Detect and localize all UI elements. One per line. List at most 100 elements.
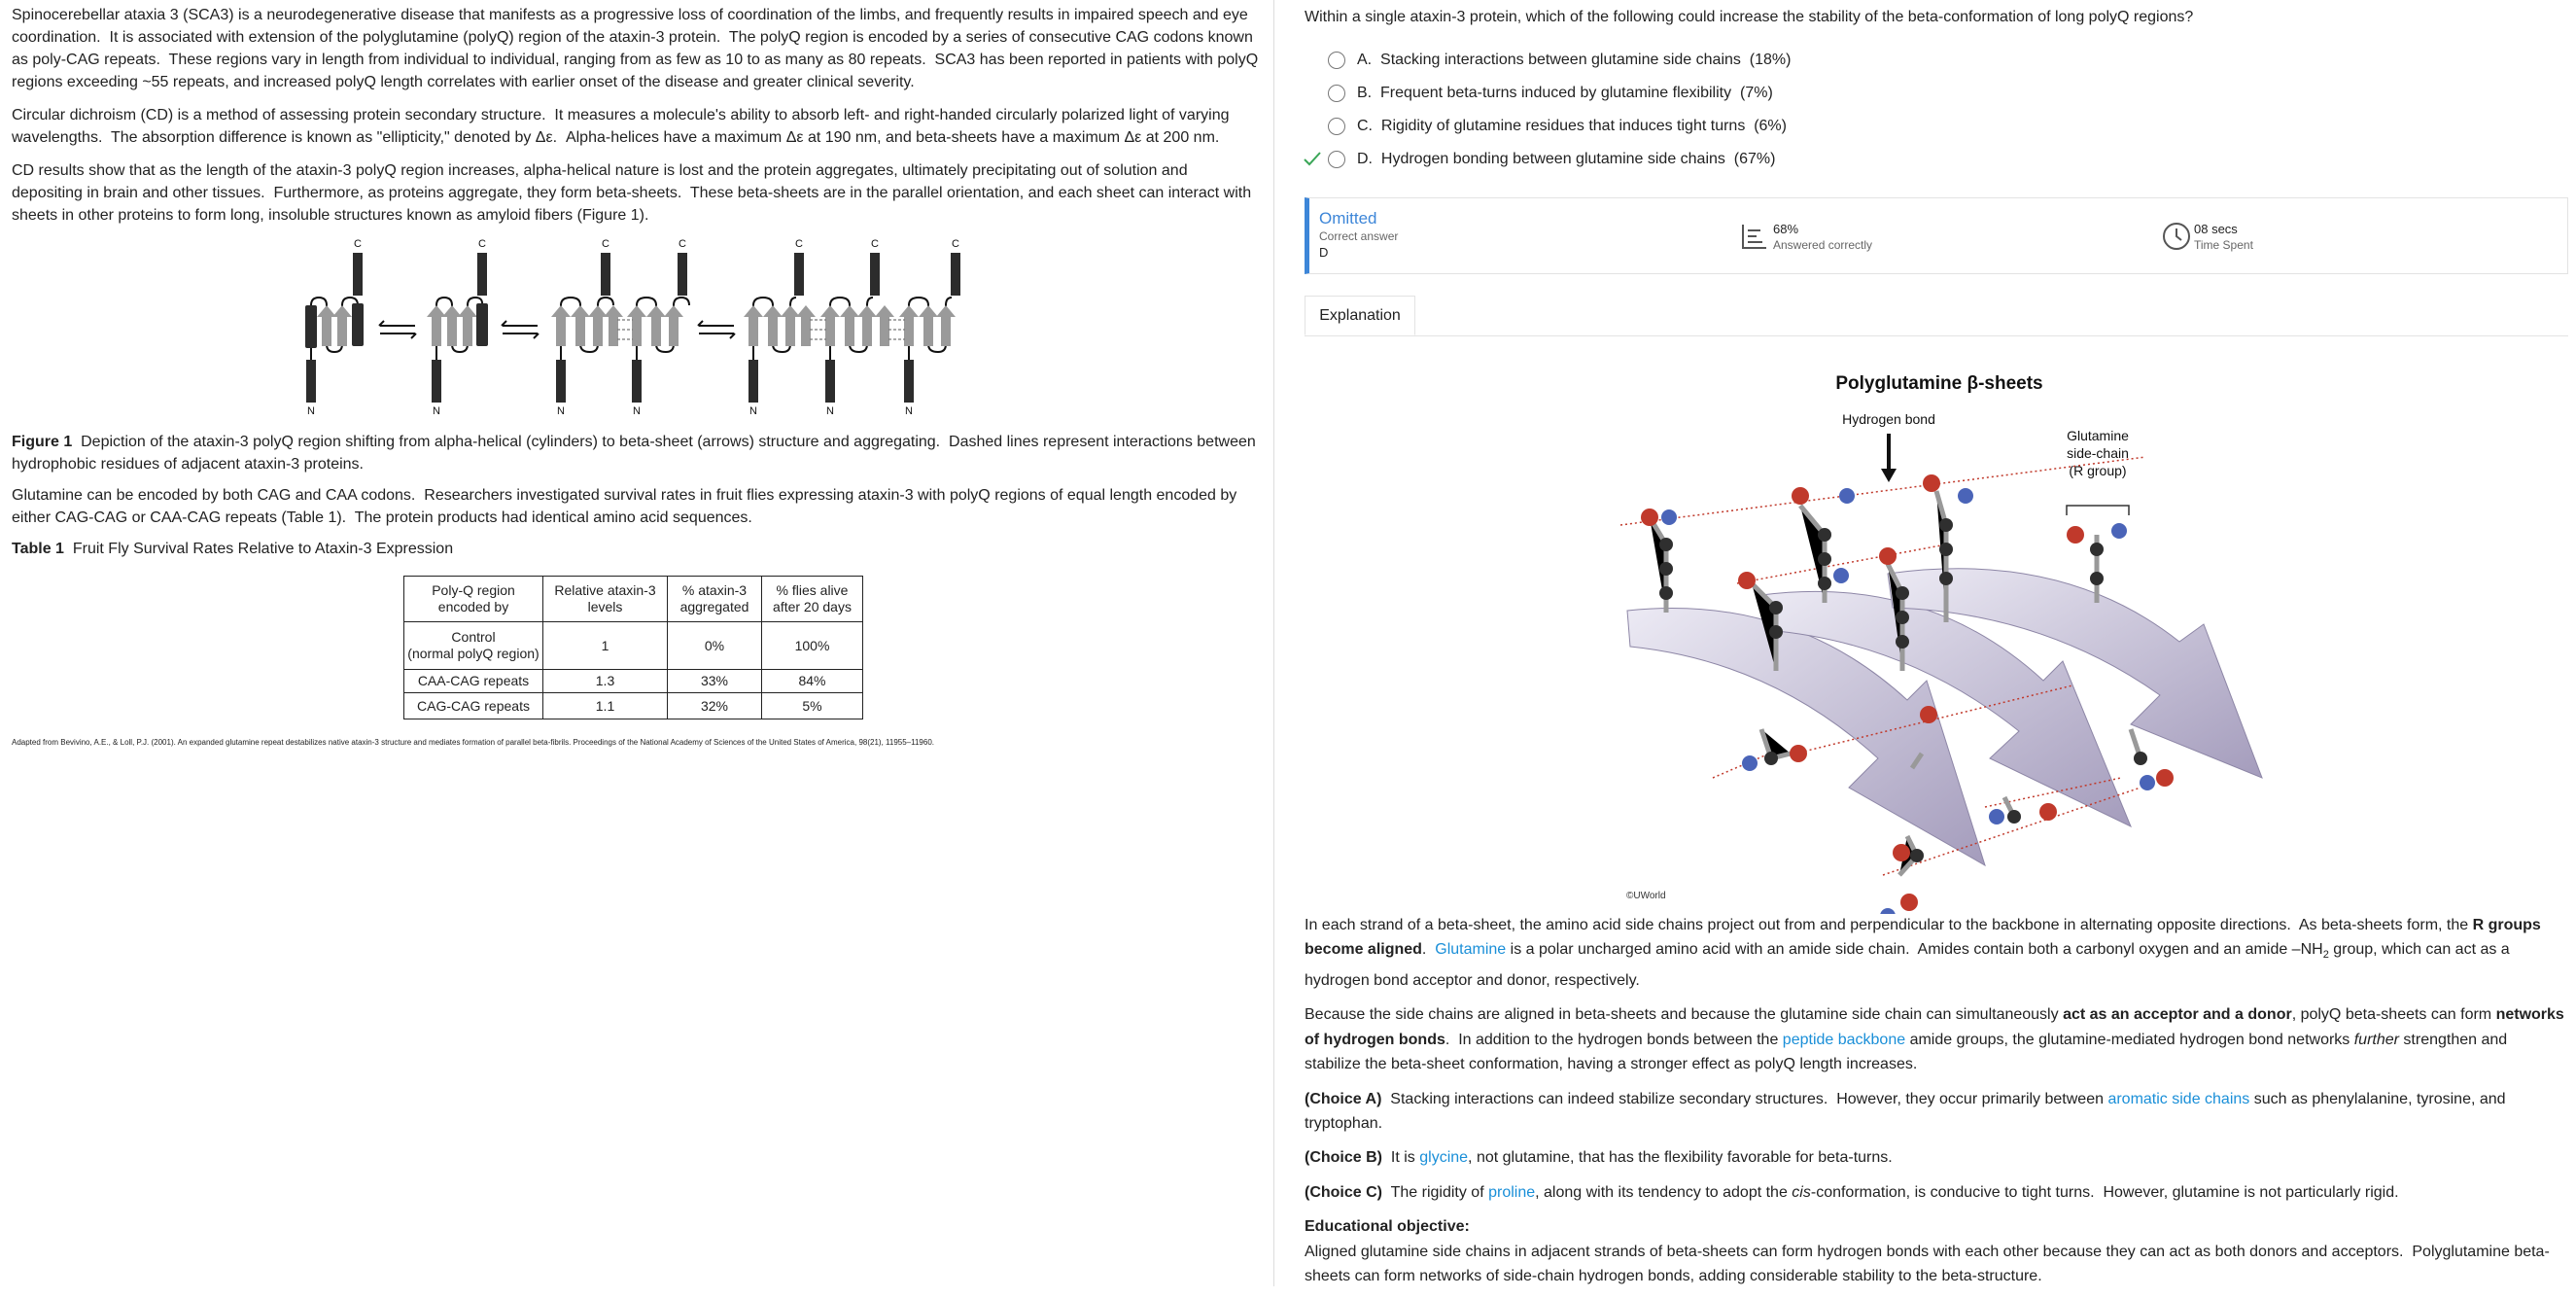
link[interactable]: peptide backbone xyxy=(1782,1031,1906,1048)
correct-checkmark xyxy=(1304,152,1321,166)
choice-percent: (67%) xyxy=(1733,151,1776,167)
radio-button[interactable] xyxy=(1328,151,1345,168)
bold-text: act as an acceptor and a donor xyxy=(2063,1006,2292,1024)
figure-caption: Figure 1 Depiction of the ataxin-3 polyQ… xyxy=(12,431,1261,475)
citation: Adapted from Bevivino, A.E., & Loll, P.J… xyxy=(12,738,934,747)
text: Because the side chains are aligned in b… xyxy=(1305,1006,2064,1024)
panel-divider xyxy=(1273,0,1274,1286)
table-cell: Control (normal polyQ region) xyxy=(403,621,543,670)
data-table: Poly-Q region encoded by Relative ataxin… xyxy=(403,576,863,719)
n-terminus-label: N xyxy=(307,405,315,417)
italic-text: further xyxy=(2353,1031,2399,1048)
table-cell: 1.1 xyxy=(542,692,668,719)
passage-paragraph: Spinocerebellar ataxia 3 (SCA3) is a neu… xyxy=(12,7,1263,90)
n-terminus-label: N xyxy=(433,405,440,417)
choice-letter: C. xyxy=(1357,118,1373,134)
correct-answer: D xyxy=(1319,245,1329,260)
c-terminus-label: C xyxy=(871,238,879,250)
bold-text: R groups become aligned xyxy=(1305,917,2546,959)
stats-bar: Omitted Correct answer D 68% Answered co… xyxy=(1305,197,2568,274)
radio-button[interactable] xyxy=(1328,118,1345,135)
bold-text: networks of hydrogen bonds xyxy=(1305,1006,2569,1048)
link[interactable]: aromatic side chains xyxy=(2107,1090,2250,1107)
link[interactable]: Glutamine xyxy=(1435,941,1507,959)
choice-percent: (18%) xyxy=(1749,52,1792,68)
choice-percent: (6%) xyxy=(1754,118,1787,134)
bold-text: (Choice C) xyxy=(1305,1183,1382,1201)
text: group, which can act as a hydrogen bond … xyxy=(1305,941,2515,989)
c-terminus-label: C xyxy=(679,238,686,250)
side-chain-label: Glutamine xyxy=(2067,428,2129,443)
status-label: Correct answer xyxy=(1319,229,1399,243)
n-terminus-label: N xyxy=(557,405,565,417)
objective-heading: Educational objective: xyxy=(1305,1218,1470,1236)
explanation-paragraph: (Choice A) Stacking interactions can ind… xyxy=(1305,1087,2566,1137)
table-cell: 33% xyxy=(667,669,762,693)
text: amide groups, the glutamine-mediated hyd… xyxy=(1905,1031,2354,1048)
table-cell: 84% xyxy=(761,669,863,693)
choice-letter: D. xyxy=(1357,151,1373,167)
copyright: ©UWorld xyxy=(1626,891,1666,901)
radio-button[interactable] xyxy=(1328,85,1345,102)
side-chain-label: side-chain xyxy=(2067,445,2129,461)
table-cell: 100% xyxy=(761,621,863,670)
table-cell: 1.3 xyxy=(542,669,668,693)
explanation-paragraph: (Choice C) The rigidity of proline, alon… xyxy=(1305,1180,2566,1205)
text: In each strand of a beta-sheet, the amin… xyxy=(1305,917,2473,933)
choice-letter: B. xyxy=(1357,85,1373,101)
choice-text: Rigidity of glutamine residues that indu… xyxy=(1380,118,1746,134)
text: , not glutamine, that has the flexibilit… xyxy=(1468,1149,1893,1167)
passage-panel: Spinocerebellar ataxia 3 (SCA3) is a neu… xyxy=(12,4,1261,237)
side-chain-label: (R group) xyxy=(2069,463,2126,478)
table-caption-label: Table 1 xyxy=(12,541,64,557)
bold-text: (Choice B) xyxy=(1305,1149,1382,1167)
table-header: % ataxin-3 aggregated xyxy=(667,576,762,622)
figure-title: Polyglutamine β-sheets xyxy=(1835,373,2042,394)
hydrogen-bond-label: Hydrogen bond xyxy=(1842,411,1935,427)
c-terminus-label: C xyxy=(795,238,803,250)
table-cell: 5% xyxy=(761,692,863,719)
time-spent: 08 secs xyxy=(2194,222,2238,236)
explanation-paragraph: Because the side chains are aligned in b… xyxy=(1305,1002,2566,1076)
explanation-figure: Polyglutamine β-sheets Hydrogen bond Glu… xyxy=(1619,373,2263,914)
table-caption-text: Fruit Fly Survival Rates Relative to Ata… xyxy=(72,541,454,557)
percent-label: Answered correctly xyxy=(1773,238,1873,252)
choice-percent: (7%) xyxy=(1740,85,1773,101)
n-terminus-label: N xyxy=(749,405,757,417)
answer-choice[interactable]: B. Frequent beta-turns induced by glutam… xyxy=(1328,81,1773,106)
subscript: 2 xyxy=(2322,949,2329,962)
text: strengthen and stabilize the beta-sheet … xyxy=(1305,1031,2512,1073)
choice-text: Hydrogen bonding between glutamine side … xyxy=(1380,151,1725,167)
table-header: % flies alive after 20 days xyxy=(761,576,863,622)
table-header: Relative ataxin-3 levels xyxy=(542,576,668,622)
question-text: Within a single ataxin-3 protein, which … xyxy=(1305,9,2194,25)
text: such as phenylalanine, tyrosine, and try… xyxy=(1305,1090,2511,1133)
c-terminus-label: C xyxy=(952,238,959,250)
tab-bar xyxy=(1305,296,2568,336)
explanation-tab[interactable]: Explanation xyxy=(1305,296,1415,335)
table-header: Poly-Q region encoded by xyxy=(403,576,543,622)
explanation-text: In each strand of a beta-sheet, the amin… xyxy=(1305,913,2566,1298)
table-cell: 32% xyxy=(667,692,762,719)
table-caption: Table 1 Fruit Fly Survival Rates Relativ… xyxy=(12,538,1261,560)
n-terminus-label: N xyxy=(633,405,641,417)
text: , polyQ beta-sheets can form xyxy=(2291,1006,2496,1024)
link[interactable]: glycine xyxy=(1419,1149,1469,1167)
answer-choice[interactable]: D. Hydrogen bonding between glutamine si… xyxy=(1328,147,1775,172)
caption-text: Depiction of the ataxin-3 polyQ region s… xyxy=(12,434,1261,473)
answer-choice[interactable]: A. Stacking interactions between glutami… xyxy=(1328,48,1791,73)
text: -conformation, is conducive to tight tur… xyxy=(1810,1183,2399,1201)
passage-paragraph: Circular dichroism (CD) is a method of a… xyxy=(12,107,1234,146)
figure-1: C C C C C C C N N N N N N N xyxy=(305,238,960,417)
radio-button[interactable] xyxy=(1328,52,1345,69)
table-cell: 1 xyxy=(542,621,668,670)
table-cell: 0% xyxy=(667,621,762,670)
status: Omitted xyxy=(1319,209,1377,228)
choice-text: Stacking interactions between glutamine … xyxy=(1380,52,1741,68)
c-terminus-label: C xyxy=(478,238,486,250)
link[interactable]: proline xyxy=(1488,1183,1536,1201)
percent-correct: 68% xyxy=(1773,222,1799,236)
answer-choice[interactable]: C. Rigidity of glutamine residues that i… xyxy=(1328,114,1787,139)
bold-text: (Choice A) xyxy=(1305,1090,1382,1107)
